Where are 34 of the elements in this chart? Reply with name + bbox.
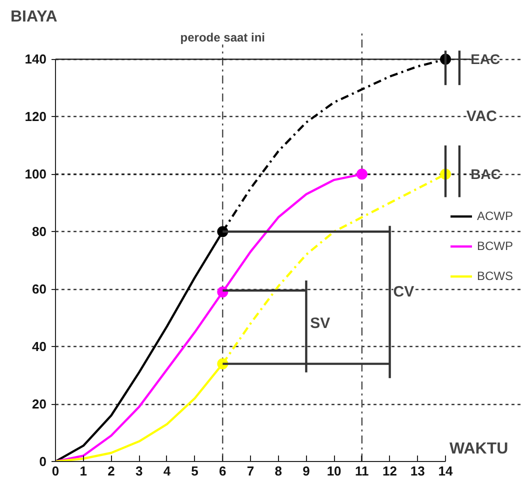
y-tick-label: 140 [24,52,47,67]
legend-label: ACWP [477,208,513,222]
ref-line-label: BAC [470,166,501,182]
x-tick-label: 3 [135,464,143,478]
x-tick-label: 9 [302,464,310,478]
y-tick-label: 40 [32,339,47,354]
x-tick-label: 0 [52,464,60,478]
y-tick-label: 100 [24,166,47,182]
annotation: VAC [466,108,498,126]
x-tick-label: 4 [163,464,172,478]
x-tick-label: 1 [80,464,87,478]
x-tick-label: 8 [274,464,282,478]
x-axis-title: WAKTU [450,440,508,458]
y-tick-label: 20 [32,396,47,412]
y-axis-title: BIAYA [10,8,58,26]
x-tick-label: 11 [355,464,369,478]
x-tick-label: 10 [326,464,342,478]
ref-line-label: perode saat ini [180,30,265,44]
y-tick-label: 60 [32,282,47,297]
y-tick-label: 0 [39,454,47,469]
legend-label: BCWS [477,268,513,282]
x-tick-label: 14 [438,464,454,478]
x-tick-label: 2 [108,464,115,478]
y-tick-label: 120 [24,109,47,124]
annotation: CV [393,283,414,300]
ref-line-label: EAC [470,51,500,68]
annotation: SV [310,315,330,332]
x-tick-label: 13 [410,464,425,478]
x-tick-label: 6 [219,464,226,478]
x-tick-label: 5 [191,464,198,478]
x-tick-label: 7 [246,464,254,478]
legend-label: BCWP [477,238,513,252]
x-tick-label: 12 [382,464,398,478]
y-tick-label: 80 [32,224,47,240]
